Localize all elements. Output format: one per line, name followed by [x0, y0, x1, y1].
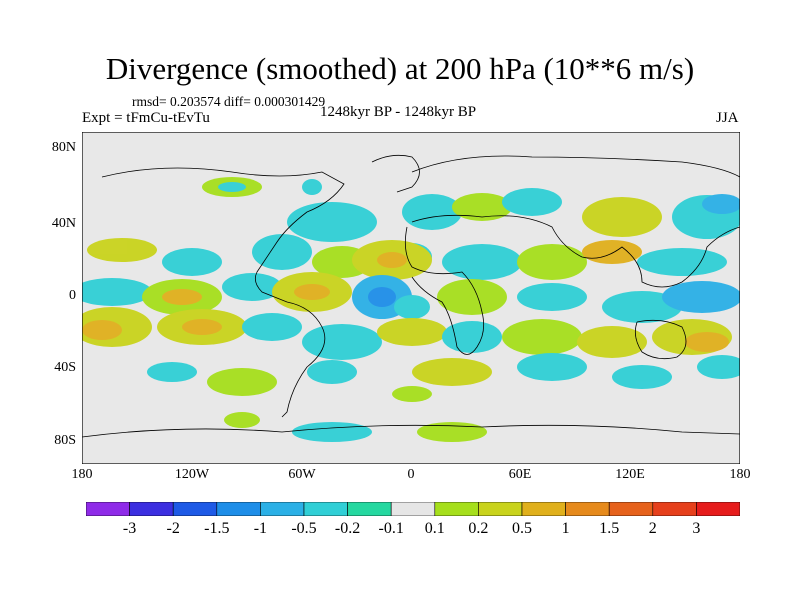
lon-label: 60E — [508, 467, 532, 482]
lon-label: 60W — [288, 467, 316, 482]
colorbar-label: 0.5 — [512, 520, 532, 537]
colorbar — [86, 502, 740, 516]
colorbar-swatch — [434, 502, 479, 516]
lat-label: 80S — [54, 433, 76, 448]
colorbar-swatch — [172, 502, 218, 516]
colorbar-swatch — [347, 502, 392, 516]
shaded-contours — [82, 177, 740, 442]
colorbar-label: 1 — [561, 520, 570, 537]
colorbar-label: 2 — [648, 520, 657, 537]
colorbar-swatch — [129, 502, 174, 516]
colorbar-label: -0.1 — [378, 520, 404, 537]
colorbar-swatch — [565, 502, 610, 516]
colorbar-swatch — [86, 502, 130, 516]
colorbar-swatch — [696, 502, 740, 516]
colorbar-label: -0.2 — [334, 520, 361, 537]
colorbar-label: -0.5 — [291, 520, 317, 537]
divergence-map — [82, 132, 740, 464]
colorbar-label: -2 — [166, 520, 180, 537]
colorbar-swatch — [303, 502, 348, 516]
lat-label: 0 — [69, 288, 76, 303]
colorbar-swatch — [390, 502, 436, 516]
season-label: JJA — [716, 110, 739, 126]
lon-label: 180 — [729, 467, 751, 482]
colorbar-label: -3 — [122, 520, 137, 537]
plot-title: Divergence (smoothed) at 200 hPa (10**6 … — [105, 51, 695, 86]
lat-label: 40N — [51, 216, 76, 231]
experiment-label: Expt = tFmCu-tEvTu — [82, 110, 210, 126]
colorbar-label: -1 — [253, 520, 268, 537]
stats-text: rmsd= 0.203574 diff= 0.000301429 — [132, 94, 326, 109]
colorbar-swatch — [652, 502, 697, 516]
lat-label: 40S — [54, 360, 76, 375]
lon-label: 120E — [615, 467, 645, 482]
colorbar-label: 0.2 — [468, 520, 489, 537]
colorbar-swatch — [608, 502, 654, 516]
colorbar-swatch — [521, 502, 566, 516]
lon-label: 120W — [174, 467, 210, 482]
colorbar-label: 3 — [692, 520, 701, 537]
colorbar-label: 0.1 — [424, 520, 445, 537]
lon-label: 0 — [407, 467, 415, 482]
colorbar-swatch — [260, 502, 305, 516]
colorbar-swatch — [216, 502, 261, 516]
period-label: 1248kyr BP - 1248kyr BP — [320, 104, 477, 120]
lon-label: 180 — [71, 467, 93, 482]
coastlines — [82, 154, 740, 438]
colorbar-label: 1.5 — [599, 520, 620, 537]
colorbar-label: -1.5 — [204, 520, 230, 537]
lat-label: 80N — [51, 140, 76, 155]
colorbar-swatch — [478, 502, 523, 516]
